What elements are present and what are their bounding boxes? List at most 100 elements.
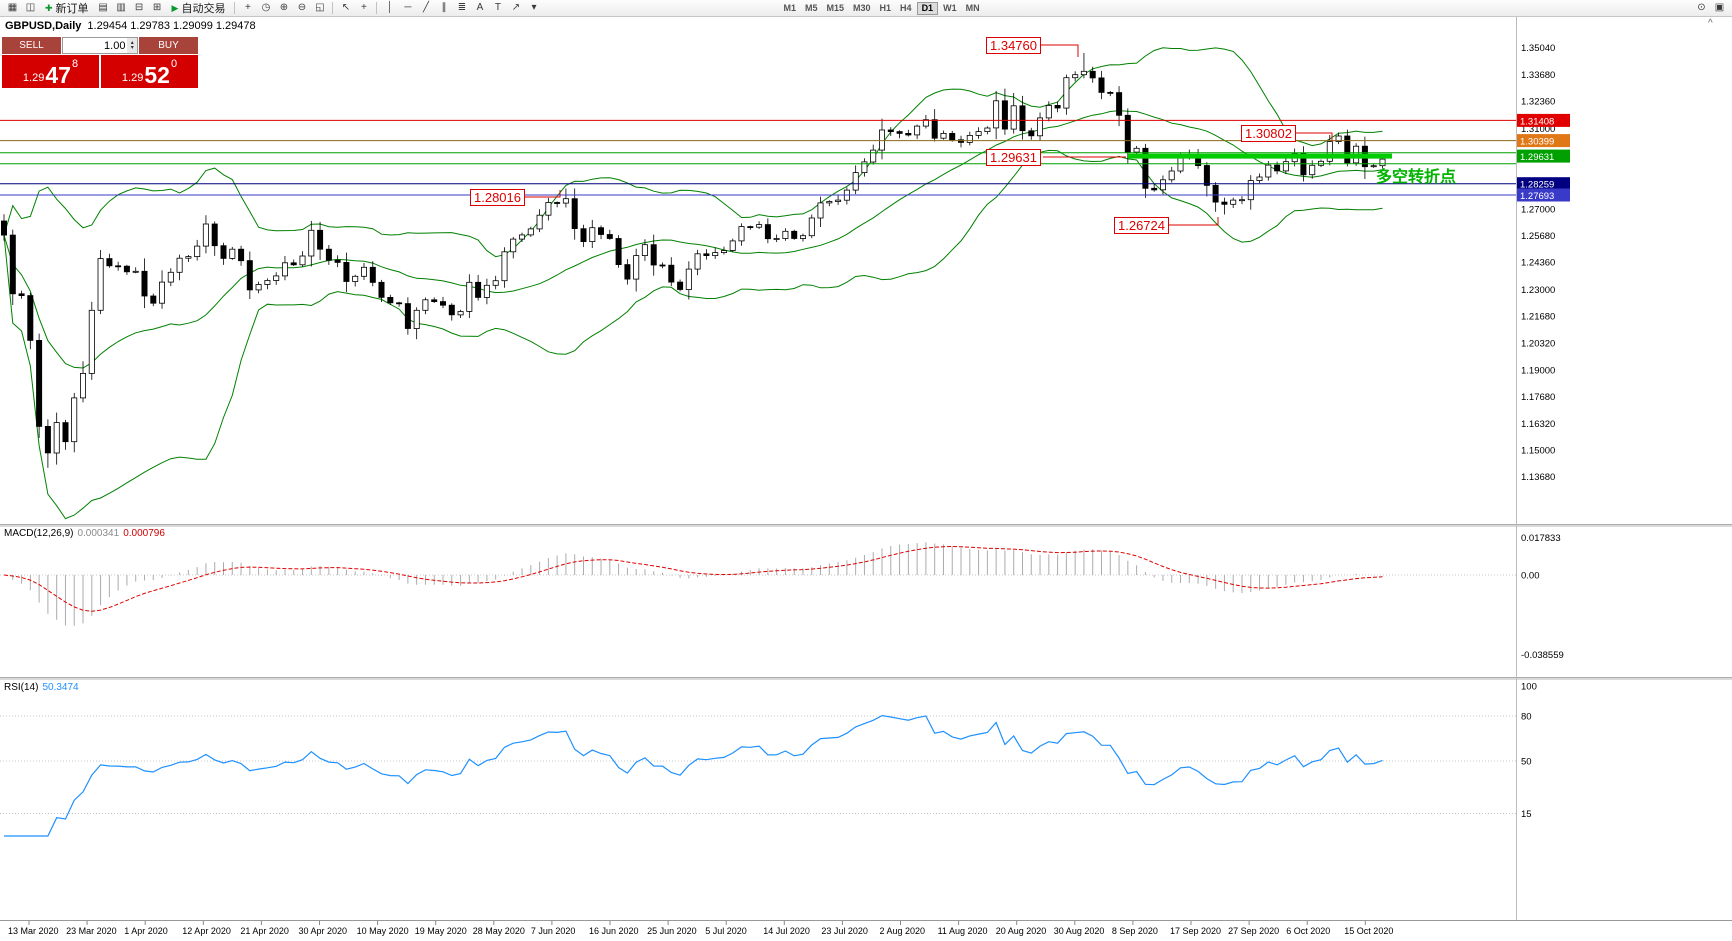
price-badge-1.29631 bbox=[1517, 149, 1570, 163]
price-label-130802[interactable]: 1.30802 bbox=[1241, 125, 1296, 142]
ask-big-digits: 52 bbox=[144, 62, 170, 88]
text-label-icon[interactable]: T bbox=[494, 2, 502, 13]
toolbar-separator bbox=[376, 2, 378, 14]
autotrading-play-icon: ▶ bbox=[171, 2, 179, 13]
autotrading-button[interactable]: ▶ 自动交易 bbox=[167, 1, 231, 16]
price-label-126724[interactable]: 1.26724 bbox=[1114, 217, 1169, 234]
bid-big-digits: 47 bbox=[45, 62, 71, 88]
date-axis-label: 14 Jul 2020 bbox=[763, 926, 810, 936]
date-axis-label: 23 Jul 2020 bbox=[821, 926, 868, 936]
date-axis-label: 10 May 2020 bbox=[357, 926, 409, 936]
indicators-icon[interactable]: + bbox=[245, 2, 251, 13]
rsi-axis-label: 15 bbox=[1521, 809, 1532, 820]
new-order-button[interactable]: ✚ 新订单 bbox=[40, 1, 94, 16]
new-chart-icon[interactable]: ▦ bbox=[7, 2, 18, 13]
date-axis-label: 12 Apr 2020 bbox=[182, 926, 231, 936]
bollinger-middle-band bbox=[3, 110, 1383, 369]
timeframe-m5-button[interactable]: M5 bbox=[804, 2, 818, 13]
scroll-up-icon[interactable]: ^ bbox=[1708, 18, 1713, 29]
trade-price-row: 1.29 47 8 1.29 52 0 bbox=[2, 55, 198, 88]
macd-axis-label: -0.038559 bbox=[1521, 650, 1564, 661]
date-axis-label: 21 Apr 2020 bbox=[240, 926, 289, 936]
annotation-tail bbox=[1169, 217, 1219, 226]
fibonacci-icon[interactable]: ≣ bbox=[457, 2, 467, 13]
annotation-tail bbox=[1041, 44, 1079, 57]
buy-button[interactable]: BUY bbox=[139, 37, 198, 54]
price-axis-label: 1.19000 bbox=[1521, 365, 1555, 376]
panel-separator[interactable] bbox=[0, 677, 1732, 680]
text-icon[interactable]: A bbox=[476, 2, 484, 13]
annotation-tail bbox=[525, 190, 561, 198]
timeframe-h4-button[interactable]: H4 bbox=[900, 2, 912, 13]
zoom-out-icon[interactable]: ⊖ bbox=[297, 2, 307, 13]
price-axis-label: 1.35040 bbox=[1521, 43, 1555, 54]
date-axis-label: 23 Mar 2020 bbox=[66, 926, 117, 936]
price-axis-label: 1.13680 bbox=[1521, 472, 1555, 483]
panel-separator[interactable] bbox=[0, 524, 1732, 527]
arrows-icon[interactable]: ↗ bbox=[511, 2, 521, 13]
search-icon[interactable]: ⊙ bbox=[1697, 2, 1706, 13]
trade-controls-row: SELL ▴▾ BUY bbox=[2, 37, 198, 54]
horizontal-line-icon[interactable]: ─ bbox=[404, 2, 412, 13]
timeframe-d1-button[interactable]: D1 bbox=[916, 1, 939, 15]
date-axis-label: 28 May 2020 bbox=[473, 926, 525, 936]
equidistant-channel-icon[interactable]: ∥ bbox=[441, 2, 447, 13]
workspace-icon[interactable]: ▣ bbox=[1714, 2, 1725, 13]
vertical-line-icon[interactable]: │ bbox=[386, 2, 394, 13]
date-axis-label: 19 May 2020 bbox=[415, 926, 467, 936]
price-label-128016[interactable]: 1.28016 bbox=[470, 189, 525, 206]
arrows-dropdown-icon[interactable]: ▾ bbox=[531, 2, 537, 13]
date-axis-label: 6 Oct 2020 bbox=[1286, 926, 1330, 936]
data-window-icon[interactable]: ▥ bbox=[116, 2, 126, 13]
price-axis-label: 1.15000 bbox=[1521, 446, 1555, 457]
price-label-134760[interactable]: 1.34760 bbox=[986, 37, 1041, 54]
date-axis-label: 8 Sep 2020 bbox=[1112, 926, 1158, 936]
price-label-129631[interactable]: 1.29631 bbox=[986, 149, 1041, 166]
timeframe-mn-button[interactable]: MN bbox=[965, 2, 980, 13]
volume-down-icon[interactable]: ▾ bbox=[130, 44, 134, 51]
price-axis-label: 1.20320 bbox=[1521, 339, 1555, 350]
timeframe-m15-button[interactable]: M15 bbox=[826, 2, 845, 13]
price-axis-label: 1.25680 bbox=[1521, 231, 1555, 242]
price-axis-label: 1.32360 bbox=[1521, 97, 1555, 108]
timeframe-m30-button[interactable]: M30 bbox=[853, 2, 871, 13]
volume-up-icon[interactable]: ▴ bbox=[130, 39, 134, 46]
zoom-in-icon[interactable]: ⊕ bbox=[279, 2, 289, 13]
timeframe-h1-button[interactable]: H1 bbox=[879, 2, 892, 13]
market-watch-icon[interactable]: ▤ bbox=[98, 2, 108, 13]
navigator-icon[interactable]: ⊟ bbox=[134, 2, 144, 13]
price-badge-label: 1.31408 bbox=[1520, 116, 1554, 127]
sell-button[interactable]: SELL bbox=[2, 37, 61, 54]
price-axis-label: 1.16320 bbox=[1521, 419, 1555, 430]
crosshair-icon[interactable]: + bbox=[361, 2, 367, 13]
macd-main-value: 0.000341 bbox=[77, 528, 120, 539]
price-axis-label: 1.21680 bbox=[1521, 311, 1555, 322]
one-click-trading-widget: SELL ▴▾ BUY 1.29 47 8 1.29 52 0 bbox=[2, 37, 198, 88]
bid-price-button[interactable]: 1.29 47 8 bbox=[2, 55, 99, 88]
periods-icon[interactable]: ◷ bbox=[261, 2, 271, 13]
volume-input[interactable] bbox=[63, 38, 128, 53]
ask-price-button[interactable]: 1.29 52 0 bbox=[101, 55, 198, 88]
price-axis-label: 1.33680 bbox=[1521, 70, 1555, 81]
cursor-icon[interactable]: ↖ bbox=[341, 2, 351, 13]
toolbar-separator bbox=[332, 2, 334, 14]
date-axis-label: 16 Jun 2020 bbox=[589, 926, 639, 936]
volume-stepper[interactable]: ▴ ▾ bbox=[127, 38, 137, 53]
date-axis-label: 13 Mar 2020 bbox=[8, 926, 59, 936]
timeframe-w1-button[interactable]: W1 bbox=[943, 2, 957, 13]
pivot-note-text[interactable]: 多空转折点 bbox=[1376, 169, 1457, 186]
tile-windows-icon[interactable]: ◱ bbox=[315, 2, 325, 13]
date-axis-label: 11 Aug 2020 bbox=[938, 926, 988, 936]
profiles-icon[interactable]: ◫ bbox=[25, 2, 36, 13]
trendline-icon[interactable]: ╱ bbox=[422, 2, 429, 13]
terminal-icon[interactable]: ⊞ bbox=[152, 2, 162, 13]
chart-title: GBPUSD,Daily 1.29454 1.29783 1.29099 1.29… bbox=[5, 20, 256, 32]
bid-prefix: 1.29 bbox=[22, 72, 45, 84]
volume-field[interactable]: ▴▾ bbox=[62, 37, 138, 54]
timeframe-m1-button[interactable]: M1 bbox=[783, 2, 796, 13]
date-axis-label: 1 Apr 2020 bbox=[124, 926, 168, 936]
ask-prefix: 1.29 bbox=[121, 72, 144, 84]
toolbar-separator bbox=[234, 2, 236, 14]
price-axis-label: 1.27000 bbox=[1521, 204, 1555, 215]
